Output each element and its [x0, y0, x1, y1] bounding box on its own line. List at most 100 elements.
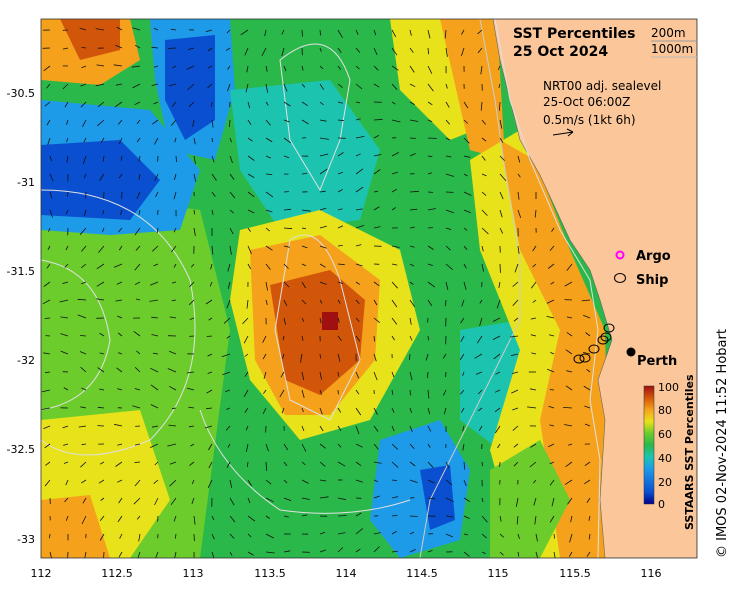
current-vector [481, 209, 488, 216]
current-vector [481, 533, 487, 539]
current-vector [409, 407, 412, 413]
current-vector [481, 119, 486, 125]
current-vector [445, 137, 451, 141]
current-vector [118, 137, 123, 145]
current-vector [131, 65, 141, 68]
current-vector [95, 28, 105, 31]
current-vector [186, 371, 195, 374]
current-vector [337, 29, 343, 38]
current-vector [211, 551, 215, 558]
current-vector [172, 65, 177, 69]
current-vector [514, 263, 519, 273]
current-vector [134, 263, 141, 271]
colorbar-tick: 80 [658, 404, 672, 417]
current-vector [355, 425, 360, 435]
current-vector [409, 83, 416, 88]
current-vector [118, 227, 123, 233]
current-vectors [41, 26, 591, 558]
current-vector [319, 425, 324, 432]
current-vector [553, 533, 555, 539]
current-vector [355, 29, 359, 35]
current-vector [226, 461, 231, 468]
current-vector [170, 28, 177, 31]
current-vector [409, 461, 416, 467]
current-vector [264, 29, 267, 37]
current-vector [409, 549, 416, 553]
current-vector [133, 497, 141, 505]
current-vector [221, 353, 231, 358]
current-vector [83, 209, 87, 217]
current-vector [154, 173, 159, 181]
current-vector [391, 317, 398, 325]
current-vector [151, 316, 159, 319]
current-vector [564, 479, 573, 485]
current-vector [337, 47, 342, 54]
current-vector [337, 335, 342, 341]
current-vector [481, 137, 487, 142]
current-vector [463, 227, 468, 231]
current-vector [82, 497, 87, 504]
current-vector [169, 385, 177, 391]
current-vector [373, 371, 378, 381]
current-vector [301, 371, 305, 381]
current-vector [301, 83, 306, 88]
current-vector [134, 443, 141, 446]
current-vector [208, 443, 213, 451]
current-vector [246, 299, 249, 309]
current-scale-arrow [552, 128, 574, 137]
current-vector [265, 191, 274, 198]
current-vector [282, 335, 285, 341]
current-vector [81, 281, 87, 285]
current-vector [337, 515, 347, 517]
current-vector [355, 281, 361, 285]
current-vector [481, 245, 484, 252]
current-vector [265, 461, 268, 471]
current-vector [549, 479, 555, 486]
current-vector [391, 152, 399, 157]
current-vector [261, 47, 267, 56]
current-vector [427, 461, 434, 468]
current-vector [229, 479, 233, 488]
current-vector [283, 245, 290, 248]
current-vector [265, 155, 271, 159]
current-vector [499, 119, 503, 129]
current-vector [319, 407, 323, 415]
current-vector [588, 515, 591, 521]
current-vector [95, 83, 105, 87]
current-vector [319, 263, 326, 268]
current-vector [499, 101, 501, 111]
current-vector [570, 515, 573, 523]
current-vector [47, 245, 51, 250]
current-vector [96, 281, 105, 287]
current-vector [409, 263, 415, 267]
x-tick-label: 112 [31, 567, 52, 580]
current-vector [445, 497, 454, 503]
current-vector [355, 83, 363, 90]
current-vector [43, 65, 51, 72]
current-vector [373, 119, 383, 121]
current-vector [229, 245, 232, 255]
current-vector [247, 119, 252, 126]
current-vector [281, 29, 285, 35]
current-vector [445, 155, 452, 158]
current-vector [41, 389, 51, 393]
current-vector [463, 533, 469, 536]
current-vector [499, 191, 504, 200]
current-vector [549, 245, 555, 251]
current-vector [461, 47, 465, 57]
current-vector [355, 299, 360, 305]
current-vector [463, 191, 472, 196]
current-vector [245, 425, 249, 431]
current-vector [247, 173, 255, 178]
current-vector [481, 173, 487, 177]
x-tick-label: 113 [183, 567, 204, 580]
current-vector [409, 335, 413, 341]
current-vector [170, 497, 177, 506]
current-vector [190, 443, 195, 447]
current-vector [187, 83, 195, 91]
current-vector [229, 137, 232, 143]
current-vector [301, 461, 306, 466]
current-vector [427, 47, 429, 55]
current-vector [186, 387, 195, 391]
current-vector [118, 497, 123, 504]
